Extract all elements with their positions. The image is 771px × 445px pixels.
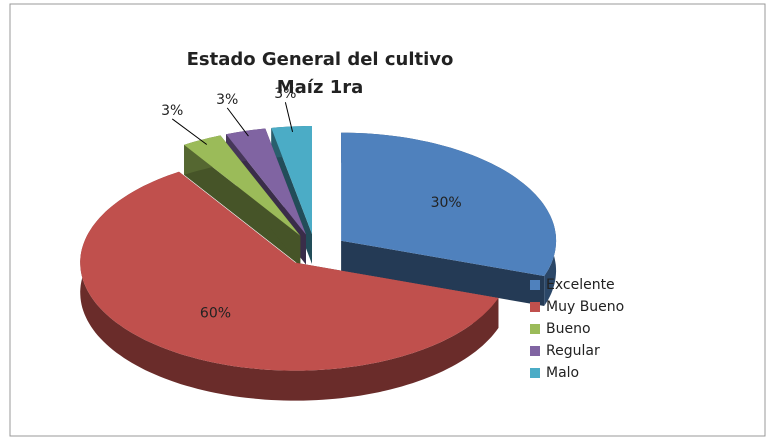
legend-swatch bbox=[530, 368, 540, 378]
legend-swatch bbox=[530, 302, 540, 312]
slice-wall bbox=[184, 144, 301, 266]
legend-label: Malo bbox=[546, 365, 579, 381]
data-label: 60% bbox=[200, 306, 231, 322]
legend-label: Excelente bbox=[546, 277, 615, 293]
slice-wall bbox=[341, 240, 545, 306]
chart-subtitle: Maíz 1ra bbox=[277, 77, 364, 98]
data-label: 30% bbox=[431, 195, 462, 211]
slice bbox=[271, 126, 312, 234]
data-label: 3% bbox=[216, 92, 238, 108]
legend-swatch bbox=[530, 346, 540, 356]
legend-swatch bbox=[530, 280, 540, 290]
slice bbox=[226, 128, 306, 235]
legend-label: Bueno bbox=[546, 321, 591, 337]
data-label: 3% bbox=[161, 103, 183, 119]
leader-line bbox=[284, 102, 294, 132]
legend-swatch bbox=[530, 324, 540, 334]
slice bbox=[184, 135, 301, 236]
legend-label: Muy Bueno bbox=[546, 299, 624, 315]
leader-line bbox=[171, 118, 208, 145]
chart-title: Estado General del cultivo bbox=[187, 49, 454, 70]
pie bbox=[80, 126, 557, 401]
legend-label: Regular bbox=[546, 343, 600, 359]
slice bbox=[80, 171, 499, 371]
leader-line bbox=[226, 107, 249, 137]
data-label: 3% bbox=[274, 86, 296, 102]
slice bbox=[341, 132, 557, 276]
